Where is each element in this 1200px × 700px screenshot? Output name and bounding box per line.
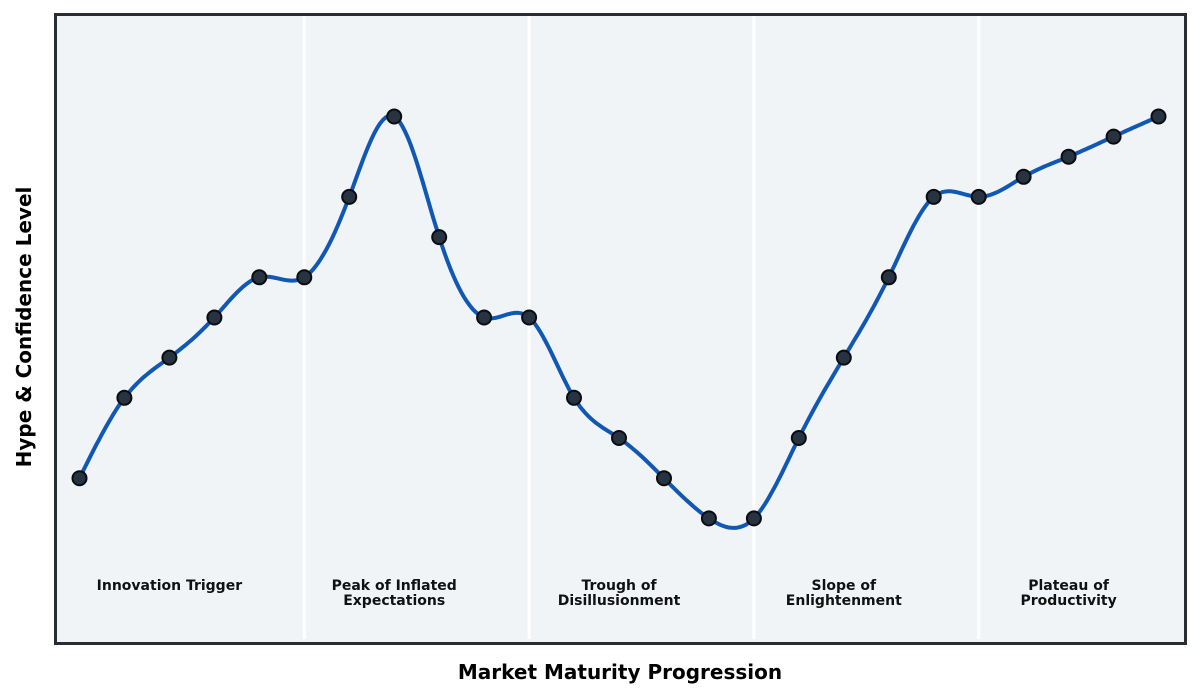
data-point-marker [386,108,403,125]
data-point-marker [71,470,88,487]
phase-label-slope-of-enlightenment: Slope of Enlightenment [785,577,902,610]
data-point-marker [700,510,717,527]
data-point-marker [566,389,582,406]
data-point-marker [1150,108,1167,125]
data-point-marker [745,510,762,527]
data-point-marker [1015,168,1032,185]
data-point-marker [116,389,133,406]
data-point-marker [1060,148,1077,165]
data-point-marker [970,188,987,205]
data-point-marker [161,349,178,366]
data-point-marker [296,269,313,286]
phase-label-peak-of-inflated-expectations: Peak of Inflated Expectations [331,577,457,610]
data-point-marker [880,269,897,286]
data-point-marker [835,349,852,366]
y-axis-label: Hype & Confidence Level [12,186,36,468]
x-axis-label: Market Maturity Progression [457,660,783,684]
phase-separator [977,16,981,639]
data-point-marker [341,188,358,205]
data-point-marker [925,188,942,205]
data-point-marker [206,309,223,326]
phase-label-plateau-of-productivity: Plateau of Productivity [1020,577,1117,610]
phase-label-trough-of-disillusionment: Trough of Disillusionment [557,577,681,610]
data-point-marker [1105,128,1122,145]
phase-label-innovation-trigger: Innovation Trigger [96,577,243,594]
data-point-marker [521,309,538,326]
phase-separator [527,16,531,639]
data-point-marker [431,229,448,246]
data-point-marker [611,430,627,446]
data-point-marker [790,430,807,446]
data-point-marker [656,470,672,487]
phase-separator [302,16,306,639]
data-point-marker [251,269,268,286]
plot-area [54,13,1187,645]
phase-separator [752,16,756,639]
hype-curve-path [77,113,1161,530]
data-point-marker [476,309,493,326]
